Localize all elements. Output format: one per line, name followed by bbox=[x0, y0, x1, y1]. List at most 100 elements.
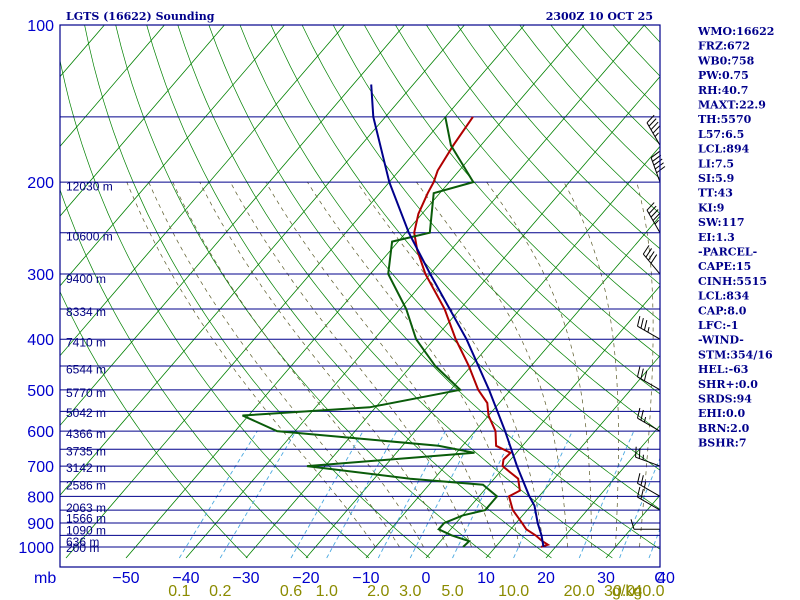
index-line: RH:40.7 bbox=[698, 84, 748, 97]
index-line: LCL:834 bbox=[698, 290, 750, 303]
pressure-tick-label: 100 bbox=[27, 18, 54, 35]
isotherm-line bbox=[305, 145, 660, 559]
height-label: 3735 m bbox=[66, 444, 106, 458]
moist-adiabat-line bbox=[563, 181, 619, 547]
index-line: BSHR:7 bbox=[698, 437, 747, 450]
wind-barb bbox=[636, 486, 661, 511]
pressure-tick-label: 600 bbox=[27, 424, 54, 441]
wind-barb-flag bbox=[648, 251, 655, 261]
wind-barb bbox=[636, 366, 661, 391]
dry-adiabat-line bbox=[301, 25, 660, 433]
height-label: 200 m bbox=[66, 541, 99, 555]
wind-barb-flag bbox=[645, 248, 653, 258]
wind-barb-flag bbox=[650, 209, 659, 218]
index-line: -PARCEL- bbox=[698, 246, 757, 259]
dry-adiabat-line bbox=[208, 25, 660, 550]
height-label: 12030 m bbox=[66, 179, 113, 193]
pressure-unit-label: mb bbox=[34, 570, 56, 587]
index-line: CAP:8.0 bbox=[698, 304, 747, 317]
isotherm-line bbox=[365, 215, 660, 559]
index-line: LFC:-1 bbox=[698, 319, 739, 332]
height-label: 636 m bbox=[66, 535, 99, 549]
mixing-ratio-line bbox=[326, 430, 398, 559]
isotherm-line bbox=[60, 25, 285, 287]
temperature-tick-label: −40 bbox=[172, 570, 199, 587]
index-line: SRDS:94 bbox=[698, 393, 752, 406]
index-line: SHR+:0.0 bbox=[698, 378, 758, 391]
wind-barb-half-flag bbox=[643, 416, 647, 423]
isotherm-line bbox=[60, 25, 345, 357]
moist-adiabat-line bbox=[636, 182, 654, 547]
mixing-ratio-tick-label: 40.0 bbox=[633, 583, 664, 600]
temperature-tick-label: −20 bbox=[292, 570, 319, 587]
index-line: LCL:894 bbox=[698, 143, 750, 156]
moist-adiabat-line bbox=[265, 181, 496, 547]
isotherm-line bbox=[125, 25, 585, 559]
height-label: 1566 m bbox=[66, 512, 106, 526]
wind-barb-flag bbox=[652, 125, 661, 134]
dry-adiabat-line bbox=[60, 188, 309, 559]
height-label: 1090 m bbox=[66, 523, 106, 537]
isotherm-line bbox=[60, 25, 165, 148]
mixing-ratio-tick-label: 20.0 bbox=[564, 583, 595, 600]
temperature-tick-label: 10 bbox=[477, 570, 495, 587]
dry-adiabat-line bbox=[270, 25, 660, 471]
index-line: SI:5.9 bbox=[698, 172, 734, 185]
pressure-tick-label: 200 bbox=[27, 175, 54, 192]
wind-barb bbox=[650, 151, 666, 183]
wind-barb-flag bbox=[654, 162, 664, 170]
wind-barb-staff bbox=[637, 417, 661, 432]
height-label: 2586 m bbox=[66, 479, 106, 493]
dry-adiabat-line bbox=[60, 290, 248, 559]
mixing-ratio-line bbox=[178, 430, 258, 559]
mixing-ratio-line bbox=[578, 430, 635, 559]
pressure-axis-labels: 1000 900 800 700 600 500 400 300 200 100 bbox=[18, 18, 54, 557]
chart-date: 2300Z 10 OCT 25 bbox=[546, 10, 653, 23]
temperature-tick-label: −30 bbox=[232, 570, 259, 587]
wind-barb bbox=[646, 202, 661, 233]
index-line: LI:7.5 bbox=[698, 157, 734, 170]
mixing-ratio-tick-label: 2.0 bbox=[367, 583, 389, 600]
wind-barb-flag bbox=[636, 366, 641, 377]
isotherm-line bbox=[60, 25, 465, 496]
isotherm-line bbox=[485, 355, 660, 559]
index-line: EHI:0.0 bbox=[698, 407, 745, 420]
mixing-ratio-line bbox=[409, 430, 476, 559]
dry-adiabat-line bbox=[115, 25, 491, 559]
mixing-ratio-tick-label: 0.2 bbox=[209, 583, 231, 600]
pressure-tick-label: 300 bbox=[27, 267, 54, 284]
series-dewpoint-line bbox=[242, 116, 499, 548]
wind-barb-flag bbox=[636, 473, 641, 484]
moist-adiabat-line bbox=[126, 181, 376, 548]
series-parcel-line bbox=[370, 84, 545, 548]
wind-barb bbox=[646, 114, 661, 146]
height-label: 3142 m bbox=[66, 461, 106, 475]
mixing-ratio-labels: 0.1 0.2 0.6 1.0 2.0 3.0 5.0 10.0 20.0 30.040.0 bbox=[168, 583, 664, 600]
mixing-ratio-line bbox=[219, 430, 297, 559]
index-line: SW:117 bbox=[698, 216, 745, 229]
temperature-tick-label: 20 bbox=[537, 570, 555, 587]
wind-barb-flag bbox=[640, 317, 644, 329]
temperature-tick-label: C bbox=[654, 570, 666, 587]
moist-adiabat-line bbox=[230, 181, 472, 548]
index-line: TH:5570 bbox=[698, 113, 752, 126]
index-line: WMO:16622 bbox=[697, 25, 774, 38]
wind-barb bbox=[642, 245, 661, 275]
mixing-ratio-tick-label: 0.6 bbox=[280, 583, 302, 600]
height-label: 10600 m bbox=[66, 229, 113, 243]
dry-adiabat-line bbox=[395, 25, 660, 321]
dry-adiabat-line bbox=[768, 25, 800, 558]
wind-barb bbox=[635, 446, 661, 467]
wind-barb-flag bbox=[646, 114, 655, 124]
wind-barb-flag bbox=[650, 121, 659, 131]
wind-barb bbox=[636, 473, 661, 497]
mixing-ratio-line bbox=[290, 430, 364, 559]
wind-barb-staff bbox=[646, 122, 661, 146]
mixing-ratio-tick-label: 30.0 bbox=[604, 583, 635, 600]
wind-barb-flag bbox=[650, 254, 658, 264]
wind-barb-flag bbox=[652, 212, 661, 221]
mixing-ratio-tick-label: 10.0 bbox=[498, 583, 529, 600]
wind-barb-staff bbox=[646, 209, 661, 233]
